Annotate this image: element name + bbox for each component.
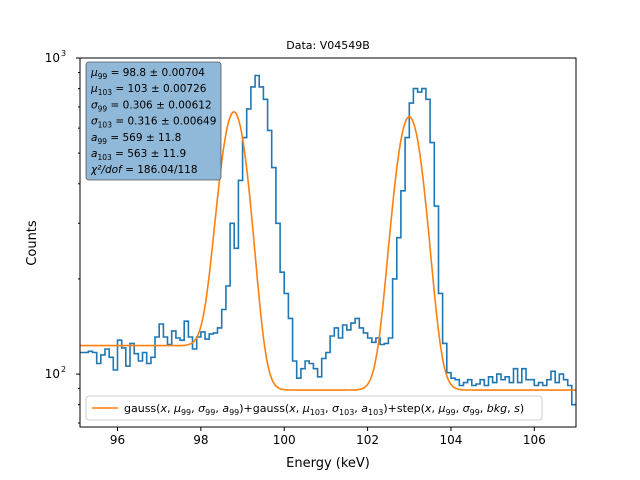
x-tick-label: 102 [356,433,379,447]
fit-result-line: a99 = 569 ± 11.8 [91,132,181,146]
x-tick-label: 98 [193,433,208,447]
fit-curve [80,111,576,391]
plot-area [80,74,576,406]
legend-label: gauss(x, μ99, σ99, a99)+gauss(x, μ103, σ… [124,402,524,417]
x-axis-ticks: 96 98 100 102 104 106 [110,427,546,447]
fit-results-box: μ99 = 98.8 ± 0.00704 μ103 = 103 ± 0.00726… [85,61,222,181]
fit-result-line: μ103 = 103 ± 0.00726 [90,83,207,97]
fit-result-line: χ²/dof = 186.04/118 [90,164,198,176]
x-tick-label: 104 [440,433,463,447]
x-tick-label: 106 [523,433,546,447]
fit-result-line: a103 = 563 ± 11.9 [91,148,186,162]
fit-results-background [85,61,222,181]
fit-result-line: μ99 = 98.8 ± 0.00704 [90,67,205,81]
x-tick-label: 100 [273,433,296,447]
y-tick-exponent: 2 [61,365,66,374]
legend-box [85,395,543,421]
fit-result-line: σ99 = 0.306 ± 0.00612 [91,99,212,113]
histogram-steps [80,74,576,406]
y-tick-label: 10 [45,51,60,65]
x-tick-label: 96 [110,433,125,447]
y-axis-label: Counts [25,220,40,266]
fit-result-line: σ103 = 0.316 ± 0.00649 [91,116,216,130]
y-tick-label: 10 [45,367,60,381]
plot-frame [79,57,577,428]
x-axis-label: Energy (keV) [286,456,370,471]
chart-title: Data: V04549B [286,39,370,52]
legend: gauss(x, μ99, σ99, a99)+gauss(x, μ103, σ… [85,395,543,421]
y-tick-exponent: 3 [61,49,66,58]
